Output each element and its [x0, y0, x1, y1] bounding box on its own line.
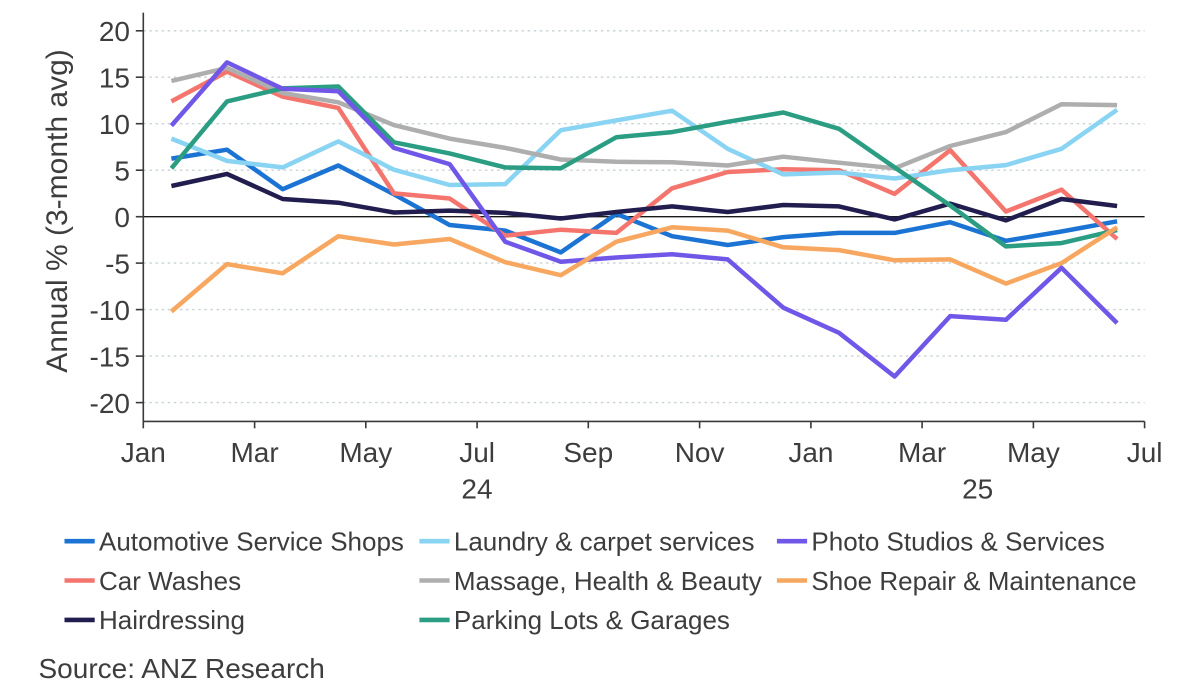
svg-text:Hairdressing: Hairdressing	[99, 605, 245, 635]
svg-text:Parking Lots & Garages: Parking Lots & Garages	[454, 605, 730, 635]
svg-text:15: 15	[99, 62, 130, 93]
svg-text:Jan: Jan	[788, 437, 833, 468]
svg-text:Automotive Service Shops: Automotive Service Shops	[99, 527, 404, 557]
svg-text:-20: -20	[90, 388, 130, 419]
svg-text:25: 25	[962, 474, 993, 505]
svg-text:Laundry & carpet services: Laundry & carpet services	[454, 527, 755, 557]
svg-text:Photo Studios & Services: Photo Studios & Services	[811, 527, 1104, 557]
svg-text:Sep: Sep	[563, 437, 613, 468]
svg-text:Nov: Nov	[675, 437, 725, 468]
svg-text:Annual % (3-month avg): Annual % (3-month avg)	[41, 49, 74, 373]
svg-text:-15: -15	[90, 341, 130, 372]
svg-text:Mar: Mar	[230, 437, 278, 468]
svg-text:May: May	[1007, 437, 1060, 468]
svg-text:Car Washes: Car Washes	[99, 566, 241, 596]
svg-text:5: 5	[114, 155, 130, 186]
svg-text:0: 0	[114, 202, 130, 233]
svg-text:Source: ANZ Research: Source: ANZ Research	[39, 653, 325, 684]
svg-text:Jan: Jan	[121, 437, 166, 468]
svg-text:-10: -10	[90, 295, 130, 326]
svg-text:10: 10	[99, 109, 130, 140]
svg-text:Jul: Jul	[459, 437, 495, 468]
svg-text:Massage, Health & Beauty: Massage, Health & Beauty	[454, 566, 762, 596]
svg-text:-5: -5	[105, 248, 130, 279]
svg-text:Jul: Jul	[1127, 437, 1163, 468]
svg-text:24: 24	[461, 474, 492, 505]
svg-text:Shoe Repair & Maintenance: Shoe Repair & Maintenance	[811, 566, 1136, 596]
svg-text:Mar: Mar	[898, 437, 946, 468]
svg-text:20: 20	[99, 16, 130, 47]
svg-text:May: May	[339, 437, 392, 468]
